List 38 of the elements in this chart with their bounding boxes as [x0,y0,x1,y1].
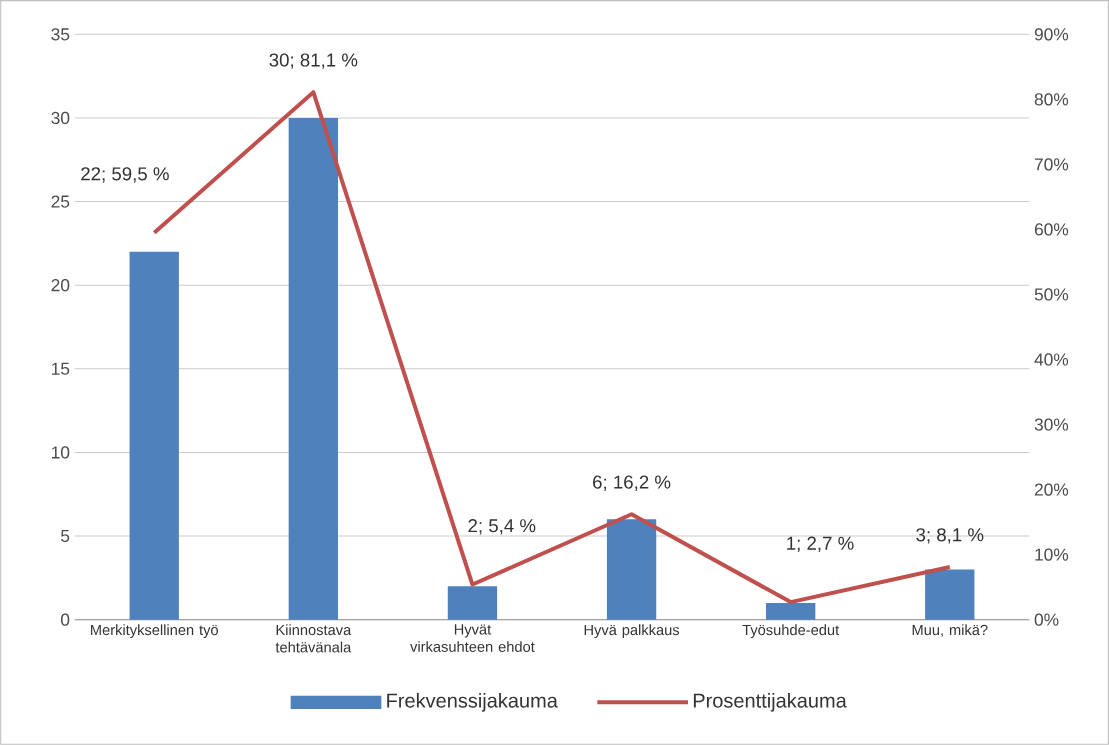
y2-tick-label: 30% [1034,418,1069,431]
y-tick-label: 5 [61,529,70,543]
y2-tick-label: 70% [1034,158,1069,171]
y2-tick-label: 80% [1034,93,1069,106]
x-tick-label: Muu, mikä? [912,624,988,637]
y2-tick-label: 10% [1035,548,1069,561]
y-tick-label: 0 [60,613,70,626]
bar [925,569,975,620]
legend-label: Frekvenssijakauma [387,693,558,712]
y-tick-label: 35 [51,28,70,41]
bar [447,586,498,620]
y2-tick-label: 90% [1034,28,1069,41]
x-tick-label: Hyvä palkkaus [584,624,680,639]
y-tick-label: 25 [51,195,70,208]
data-label: 22; 59,5 % [81,167,169,183]
x-tick-label: Merkityksellinen työ [91,624,218,639]
y-tick-label: 20 [51,279,70,292]
bar [766,602,816,620]
y-tick-label: 15 [52,362,70,375]
y2-tick-label: 0% [1034,613,1059,626]
legend-label: Prosenttijakauma [693,693,847,712]
x-tick-label: Kiinnostava tehtävänala [275,624,352,653]
y2-tick-label: 40% [1034,353,1069,366]
y2-tick-label: 60% [1034,223,1069,236]
data-label: 30; 81,1 % [269,53,358,69]
data-label: 3; 8,1 % [916,528,984,544]
x-tick-label: Työsuhde-edut [742,624,840,639]
y2-tick-label: 20% [1034,483,1069,496]
y-tick-label: 10 [52,446,70,459]
data-label: 2; 5,4 % [468,519,536,535]
data-label: 1; 2,7 % [787,536,854,553]
y-tick-label: 30 [51,111,70,125]
bar [606,519,657,620]
data-label: 6; 16,2 % [593,475,671,491]
bar [288,117,339,620]
x-tick-label: Hyvät virkasuhteen ehdot [410,624,535,652]
y2-tick-label: 50% [1034,288,1069,301]
bar [129,251,179,620]
